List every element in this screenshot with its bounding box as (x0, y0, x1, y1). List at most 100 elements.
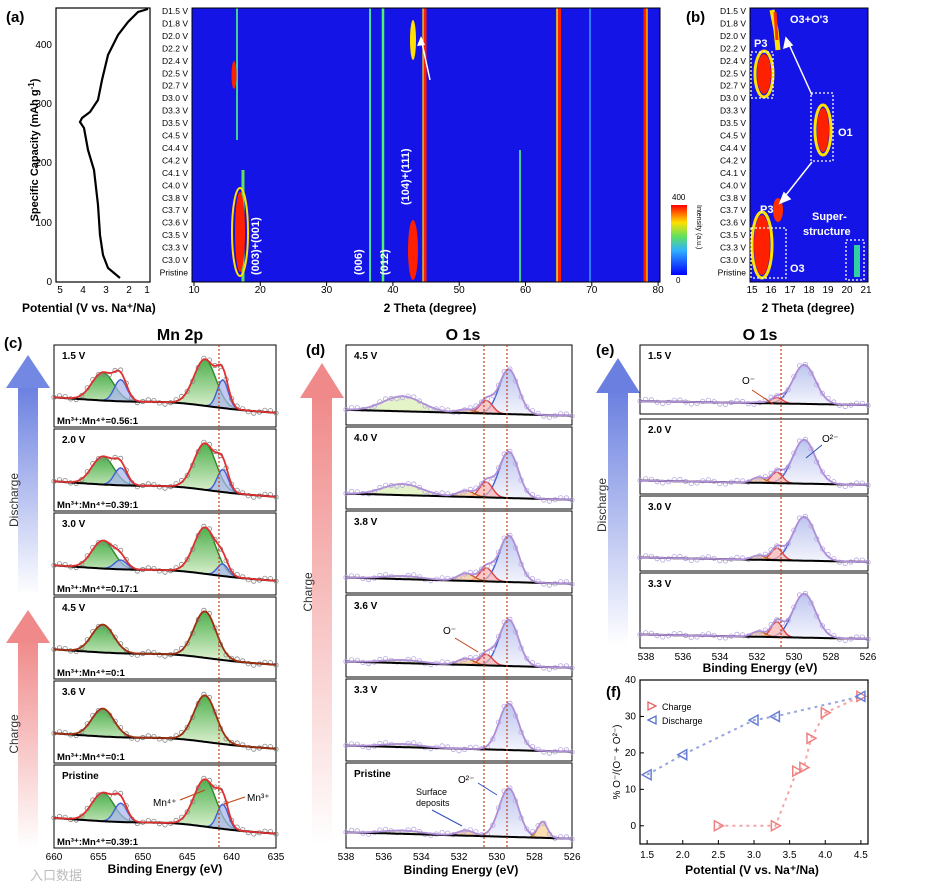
zoom-row-label: C4.5 V (720, 131, 746, 141)
xrd-peak-hotspot (231, 61, 237, 89)
watermark: 入口数据 (30, 868, 82, 883)
x-tick: 1.5 (640, 850, 654, 861)
spectrum-label: 1.5 V (62, 351, 86, 362)
xrd-row-label: C3.6 V (162, 218, 188, 228)
zoom-row-label: C4.2 V (720, 155, 746, 165)
panel-label-d: (d) (306, 342, 325, 359)
zoom-row-label: C4.0 V (720, 180, 746, 190)
x-tick: 528 (823, 652, 840, 663)
fit-component-fill (54, 695, 276, 749)
background-line (345, 408, 572, 417)
mn2p-title: Mn 2p (157, 327, 203, 344)
fit-component-fill (346, 744, 572, 752)
mn4-arrow (179, 789, 206, 801)
zoom-row-labels: D1.5 V D1.8 V D2.0 V D2.2 V D2.4 V D2.5 V D2.7… (718, 6, 747, 277)
x-tick: 21 (860, 285, 872, 296)
zoom-heatmap-frame (749, 7, 869, 283)
charge-arrow-d-body (312, 395, 332, 845)
xps-spectrum: 4.0 V (343, 426, 575, 510)
zoom-row-label: C3.0 V (720, 255, 746, 265)
panel-label-a: (a) (6, 9, 24, 26)
colorbar (671, 205, 687, 275)
x-tick: 538 (338, 852, 355, 863)
zoom-row-label: C3.8 V (720, 193, 746, 203)
discharge-arrow-e-body (608, 390, 628, 645)
capacity-y-label: Specific Capacity (mAh g-1) (27, 78, 41, 221)
spectrum-label: 3.0 V (62, 519, 86, 530)
x-tick: 635 (268, 852, 285, 863)
panel-label-b: (b) (686, 9, 705, 26)
o2-annotation-d: O²⁻ (458, 775, 474, 786)
data-point-charge (806, 732, 818, 745)
data-point-discharge (640, 768, 652, 782)
raw-data-point (524, 655, 530, 661)
o2-arrow-d (477, 782, 498, 796)
xrd-peak-hotspot (410, 20, 416, 60)
xrd-row-label: D2.2 V (162, 43, 188, 53)
ratio-label: Mn³⁺:Mn⁴⁺=0.39:1 (57, 500, 139, 511)
y-tick: 0 (630, 821, 636, 832)
spectrum-frame (53, 344, 277, 428)
raw-data-point (212, 448, 218, 455)
fit-component-fill (54, 792, 276, 834)
spectrum-frame (53, 512, 277, 596)
raw-data-point (184, 556, 190, 562)
envelope-line (53, 694, 277, 750)
raw-data-point (95, 455, 102, 462)
x-tick: 3.5 (783, 850, 797, 861)
zoom-row-label: Pristine (718, 267, 747, 277)
background-line (346, 660, 573, 669)
x-tick: 655 (90, 852, 107, 863)
data-point-discharge (768, 710, 781, 723)
mn2p-x-label: Binding Energy (eV) (108, 862, 223, 876)
background-line (346, 492, 573, 501)
envelope-line (53, 442, 277, 498)
raw-data-point (201, 523, 207, 530)
capacity-y-ticks: 0 100 200 300 400 (35, 40, 52, 288)
spectrum-label: 4.5 V (62, 603, 86, 614)
x-tick: 18 (803, 285, 815, 296)
x-tick: 60 (520, 285, 532, 296)
mn4-annotation: Mn⁴⁺ (153, 798, 176, 809)
xrd-row-labels: D1.5 V D1.8 V D2.0 V D2.2 V D2.4 V D2.5 V D2.7… (160, 6, 189, 277)
spectrum-label: Pristine (62, 771, 99, 782)
xps-spectrum: 4.5 V (343, 344, 575, 426)
discharge-arrow-e-label: Discharge (595, 478, 609, 532)
o1s-discharge-title: O 1s (743, 327, 778, 344)
x-tick: 20 (255, 285, 267, 296)
panel-label-e: (e) (596, 342, 614, 359)
x-tick: 532 (749, 652, 766, 663)
scatter-legend: Charge Discharge (646, 700, 703, 726)
mn2p-x-ticks: 660 655 650 645 640 635 (46, 852, 285, 863)
ratio-label: Mn³⁺:Mn⁴⁺=0.17:1 (57, 584, 139, 595)
discharge-arrowhead-e (596, 358, 640, 393)
envelope-line (640, 438, 868, 486)
raw-data-point (524, 487, 530, 493)
o2-annotation-e: O²⁻ (822, 434, 838, 445)
xps-spectrum: Pristine (343, 762, 575, 849)
o1s-charge-x-ticks: 538 536 534 532 530 528 526 (338, 852, 581, 863)
raw-data-point (524, 826, 530, 832)
panel-label-f: (f) (606, 684, 621, 701)
x-tick: 660 (46, 852, 63, 863)
y-tick: 30 (625, 711, 637, 722)
capacity-plot-frame (55, 7, 151, 283)
data-point-charge (770, 819, 782, 833)
spectrum-frame (53, 680, 277, 764)
scatter-x-label: Potential (V vs. Na⁺/Na) (685, 863, 819, 877)
scatter-series (640, 690, 868, 833)
xrd-row-label: C3.0 V (162, 255, 188, 265)
xrd-x-label: 2 Theta (degree) (384, 301, 477, 315)
peak-shift-arrowhead (417, 36, 425, 46)
ratio-label: Mn³⁺:Mn⁴⁺=0.39:1 (57, 837, 139, 848)
y-tick: 300 (35, 99, 52, 110)
o2-arrow-e (805, 444, 823, 459)
spectrum-label: 4.5 V (354, 351, 378, 362)
x-tick: 80 (653, 285, 665, 296)
xrd-row-label: C4.4 V (162, 143, 188, 153)
spectrum-label: 2.0 V (648, 425, 672, 436)
xrd-row-label: C4.1 V (162, 168, 188, 178)
zoom-x-label: 2 Theta (degree) (762, 301, 855, 315)
phase-label-p3-bottom: P3 (760, 204, 773, 216)
data-point-discharge (854, 690, 866, 703)
